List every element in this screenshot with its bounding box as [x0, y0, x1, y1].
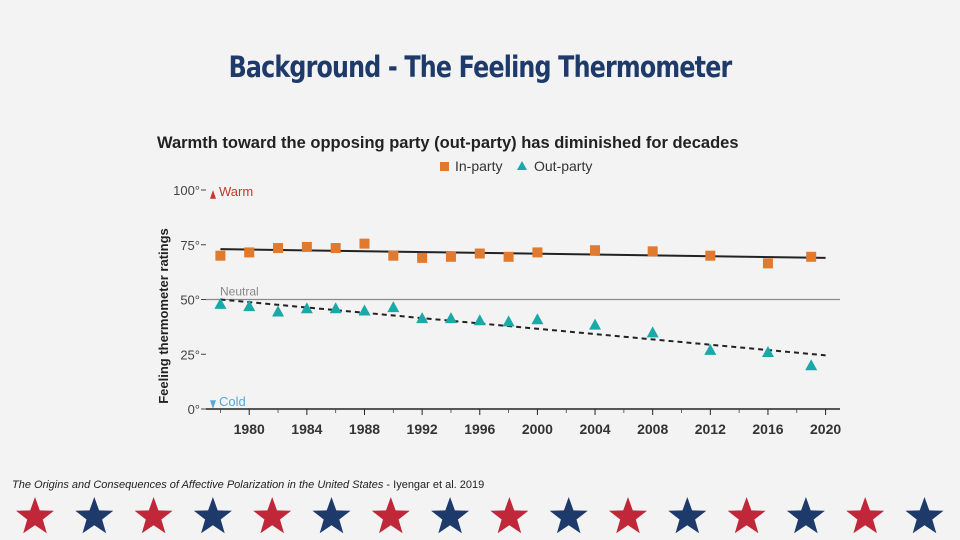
- slide-title: Background - The Feeling Thermometer: [228, 50, 733, 84]
- out-party-point: [300, 302, 313, 314]
- in-party-point: [590, 245, 601, 256]
- in-party-point: [647, 246, 658, 257]
- in-party-point: [762, 258, 773, 269]
- red-star: [371, 497, 410, 534]
- trendlines: [220, 248, 826, 357]
- red-star: [490, 497, 529, 534]
- in-party-point: [301, 241, 312, 252]
- warm-arrowhead: [210, 190, 216, 199]
- cold-arrowhead: [210, 400, 216, 409]
- x-tick-label: 2000: [522, 421, 553, 437]
- y-tick-label: 50°: [180, 293, 200, 308]
- trendline-out-party: [220, 298, 826, 357]
- citation: The Origins and Consequences of Affectiv…: [12, 479, 484, 491]
- neutral-label: Neutral: [220, 285, 259, 299]
- x-tick-label: 1996: [464, 421, 495, 437]
- y-tick-label: 0°: [188, 402, 200, 417]
- out-party-point: [214, 297, 227, 309]
- out-party-point: [805, 359, 818, 371]
- in-party-point: [445, 251, 456, 262]
- blue-star: [75, 497, 114, 534]
- legend-out-party-label: Out-party: [534, 158, 592, 174]
- y-axis-label: Feeling thermometer ratings: [156, 228, 171, 404]
- x-tick-label: 1984: [291, 421, 322, 437]
- in-party-point: [532, 247, 543, 258]
- blue-star: [431, 497, 470, 534]
- x-tick-label: 1988: [349, 421, 380, 437]
- blue-star: [905, 497, 944, 534]
- out-party-point: [502, 315, 515, 327]
- out-party-point: [329, 302, 342, 314]
- blue-star: [312, 497, 351, 534]
- star-border: [16, 497, 944, 534]
- blue-star: [549, 497, 588, 534]
- x-tick-label: 2004: [579, 421, 610, 437]
- legend-in-party-marker: [440, 162, 449, 171]
- in-party-point: [330, 243, 341, 254]
- out-party-point: [704, 343, 717, 355]
- blue-star: [193, 497, 232, 534]
- out-party-point: [387, 301, 400, 313]
- red-star: [727, 497, 766, 534]
- citation-author: Iyengar et al. 2019: [393, 479, 485, 491]
- y-tick-label: 75°: [180, 238, 200, 253]
- in-party-point: [244, 247, 255, 258]
- legend-in-party-label: In-party: [455, 158, 502, 174]
- in-party-point: [806, 251, 817, 262]
- out-party-point: [646, 326, 659, 338]
- in-party-point: [388, 250, 399, 261]
- x-tick-label: 2020: [810, 421, 841, 437]
- out-party-point: [444, 312, 457, 324]
- citation-separator: -: [383, 479, 394, 491]
- out-party-point: [473, 314, 486, 326]
- in-party-point: [359, 238, 370, 249]
- red-star: [253, 497, 292, 534]
- trendline-in-party: [220, 248, 826, 259]
- in-party-point: [417, 252, 428, 263]
- legend-out-party-marker: [517, 161, 527, 170]
- annotations: Neutral Warm Cold: [210, 184, 259, 409]
- x-tick-label: 2008: [637, 421, 668, 437]
- y-tick-label: 25°: [180, 347, 200, 362]
- x-tick-label: 2016: [752, 421, 783, 437]
- in-party-point: [273, 243, 284, 254]
- citation-title: The Origins and Consequences of Affectiv…: [12, 479, 384, 491]
- chart-title: Warmth toward the opposing party (out-pa…: [157, 134, 739, 152]
- x-tick-label: 2012: [695, 421, 726, 437]
- x-tick-label: 1980: [234, 421, 265, 437]
- in-party-point: [503, 251, 514, 262]
- blue-star: [786, 497, 825, 534]
- y-tick-label: 100°: [173, 183, 200, 198]
- out-party-point: [761, 346, 774, 358]
- red-star: [609, 497, 647, 534]
- cold-label: Cold: [219, 394, 246, 409]
- in-party-point: [215, 250, 226, 261]
- red-star: [846, 497, 885, 534]
- in-party-point: [474, 248, 485, 259]
- out-party-point: [589, 318, 602, 330]
- out-party-point: [531, 313, 544, 325]
- red-star: [16, 497, 54, 534]
- red-star: [134, 497, 173, 534]
- blue-star: [668, 497, 707, 534]
- out-party-point: [243, 300, 256, 312]
- axes: 0° 25° 50° 75° 100° 1980 1984 1988 1992 1996 2000 2…: [173, 183, 841, 437]
- out-party-point: [358, 304, 371, 316]
- data-points: [214, 238, 818, 371]
- x-tick-label: 1992: [407, 421, 438, 437]
- out-party-point: [416, 312, 429, 324]
- out-party-point: [272, 305, 285, 317]
- warm-label: Warm: [219, 184, 253, 199]
- in-party-point: [705, 250, 716, 261]
- thermometer-chart: Warmth toward the opposing party (out-pa…: [156, 134, 841, 437]
- legend: In-party Out-party: [440, 158, 592, 174]
